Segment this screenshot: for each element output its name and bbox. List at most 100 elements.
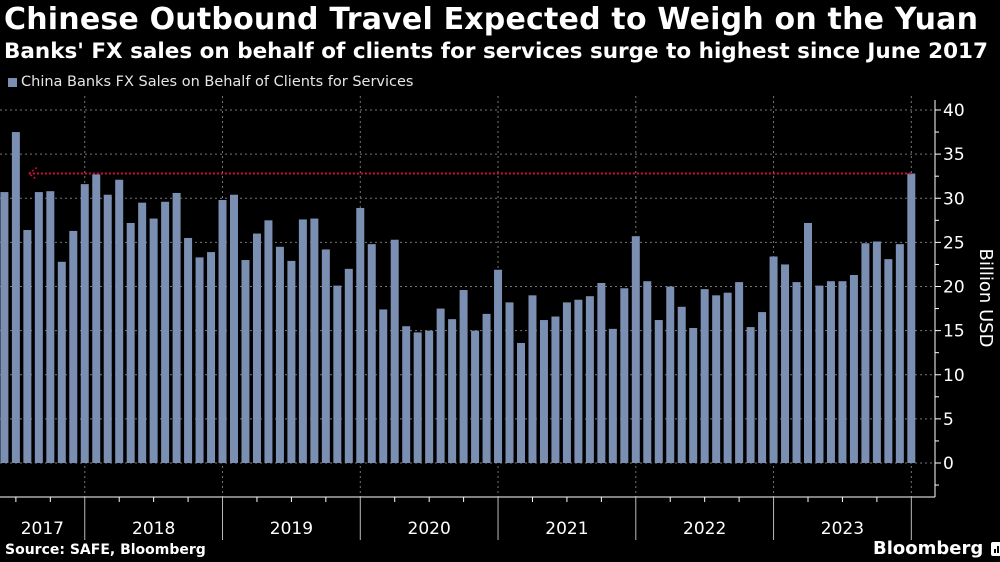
bar-2019-01 (218, 200, 227, 463)
bar-2020-06 (413, 332, 422, 463)
bar-2020-01 (356, 207, 365, 463)
bar-2019-11 (333, 285, 342, 463)
bar-2021-12 (620, 288, 629, 463)
x-tick-label-2017: 2017 (21, 519, 64, 539)
bar-2021-08 (574, 299, 583, 463)
legend: China Banks FX Sales on Behalf of Client… (8, 74, 413, 90)
bar-2021-07 (562, 302, 571, 463)
bar-2023-07 (838, 281, 847, 463)
bar-2023-03 (792, 282, 801, 463)
y-tick-label: 0 (943, 454, 954, 474)
bar-2017-11 (57, 261, 66, 463)
bar-2020-03 (379, 309, 388, 463)
bar-2021-02 (505, 302, 514, 463)
bar-2021-06 (551, 316, 560, 463)
y-tick-label: 30 (943, 189, 965, 209)
bars (0, 132, 916, 464)
bar-2017-06 (0, 192, 9, 463)
y-tick-label: 5 (943, 410, 954, 430)
bar-2022-01 (631, 236, 640, 463)
chart-subtitle: Banks' FX sales on behalf of clients for… (4, 39, 988, 64)
bar-2019-03 (241, 260, 250, 463)
bar-2019-04 (252, 233, 261, 463)
bar-2017-08 (23, 230, 32, 463)
bar-2021-04 (528, 295, 537, 463)
bar-2018-10 (184, 237, 193, 463)
bar-2021-01 (494, 269, 503, 463)
x-tick-label-2019: 2019 (270, 519, 313, 539)
bar-2017-07 (11, 132, 20, 463)
brand-name: Bloomberg (873, 538, 984, 559)
bar-2020-11 (471, 330, 480, 463)
bar-2021-09 (585, 296, 594, 463)
bar-2017-10 (46, 191, 55, 463)
chart-title: Chinese Outbound Travel Expected to Weig… (4, 2, 979, 37)
y-tick-label: 20 (943, 278, 965, 298)
source-note: Source: SAFE, Bloomberg (5, 542, 206, 558)
bar-2023-02 (781, 264, 790, 463)
bar-2022-10 (735, 282, 744, 463)
bar-2019-06 (275, 246, 284, 463)
bar-2022-03 (654, 320, 663, 463)
bar-2018-09 (172, 192, 181, 463)
bar-2019-09 (310, 218, 319, 463)
bar-2023-12 (895, 244, 904, 463)
bar-2022-11 (746, 327, 755, 463)
y-tick-label: 25 (943, 233, 965, 253)
bar-2020-07 (425, 330, 434, 463)
bar-2019-05 (264, 220, 273, 463)
legend-swatch (8, 77, 17, 87)
bar-2021-11 (608, 328, 617, 463)
bar-2022-05 (677, 306, 686, 463)
y-tick-label: 35 (943, 145, 965, 165)
bar-2018-06 (138, 202, 147, 463)
bar-2021-05 (539, 320, 548, 463)
bar-2022-06 (689, 327, 698, 463)
bar-2018-01 (80, 184, 89, 463)
x-tick-label-2018: 2018 (132, 519, 175, 539)
y-tick-label: 15 (943, 322, 965, 342)
bar-2020-10 (459, 290, 468, 463)
bar-2019-02 (230, 194, 238, 463)
bar-2019-08 (298, 219, 307, 463)
bar-2020-04 (390, 239, 399, 463)
axes: 0 5 10 15 20 25 30 35 40 2017 2018 2019 2020 2021 2022… (0, 100, 965, 540)
bar-2023-04 (804, 222, 812, 463)
bar-2018-07 (149, 218, 158, 463)
bar-2018-11 (195, 257, 204, 463)
bar-2023-11 (884, 259, 893, 463)
bar-2022-09 (723, 292, 732, 463)
bar-2018-04 (115, 179, 124, 463)
y-axis-label: Billion USD (975, 249, 996, 348)
arrow-head-icon (27, 166, 38, 181)
bar-2018-03 (103, 194, 112, 463)
bar-2020-08 (436, 308, 445, 463)
bar-2020-02 (367, 244, 376, 463)
bar-2022-12 (758, 312, 767, 463)
y-tick-label: 10 (943, 366, 965, 386)
bar-2017-09 (34, 192, 43, 463)
legend-label: China Banks FX Sales on Behalf of Client… (21, 74, 414, 90)
bar-2021-03 (517, 342, 525, 463)
bar-2019-10 (321, 249, 330, 463)
bar-2020-12 (482, 313, 491, 463)
bar-2023-10 (872, 241, 881, 463)
bar-2022-04 (666, 286, 675, 463)
bloomberg-logo-icon (991, 541, 1000, 556)
bar-2018-08 (161, 201, 170, 463)
bar-2022-07 (700, 289, 709, 463)
bar-2022-02 (643, 281, 652, 463)
bar-2017-12 (69, 230, 78, 463)
bar-2018-05 (126, 222, 135, 463)
bar-2023-09 (861, 243, 870, 463)
bar-2018-02 (92, 174, 101, 464)
x-tick-label-2023: 2023 (821, 519, 864, 539)
annotations (27, 166, 912, 181)
bar-2023-08 (849, 275, 858, 463)
x-tick-label-2021: 2021 (545, 519, 588, 539)
bar-2024-01 (907, 173, 916, 464)
bar-2021-10 (597, 282, 606, 463)
bar-2023-06 (826, 281, 835, 463)
bar-2022-08 (712, 295, 721, 463)
